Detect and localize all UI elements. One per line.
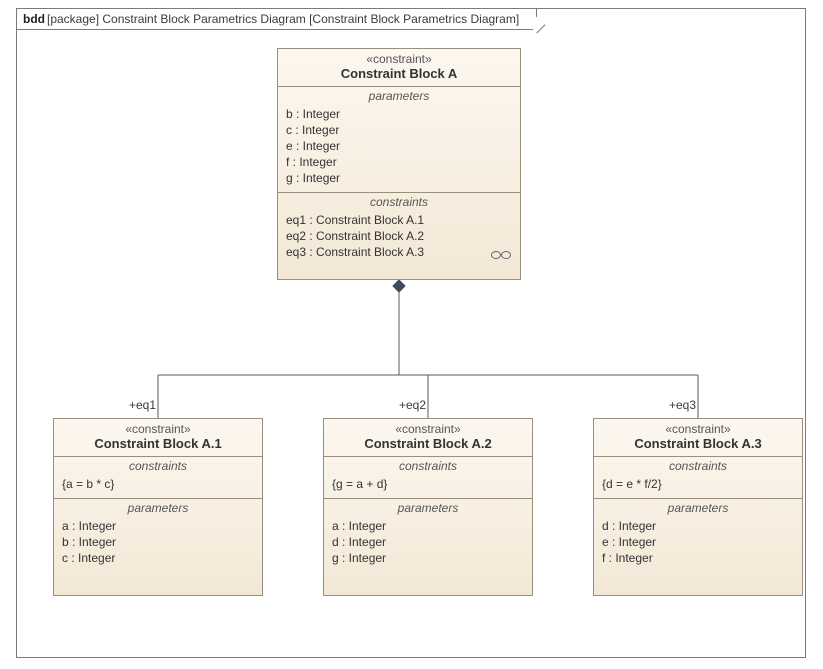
section-rows: d : Integere : Integerf : Integer (594, 518, 802, 568)
association-role: +eq1 (108, 398, 156, 412)
section-row: g : Integer (332, 550, 524, 566)
section-row: eq2 : Constraint Block A.2 (286, 228, 512, 244)
constraint-block-a: «constraint»Constraint Block Aparameters… (277, 48, 521, 280)
section-row: {d = e * f/2} (602, 476, 794, 492)
section-row: g : Integer (286, 170, 512, 186)
block-section: parametersa : Integerb : Integerc : Inte… (54, 499, 262, 572)
constraint-block-a1: «constraint»Constraint Block A.1constrai… (53, 418, 263, 596)
block-header: «constraint»Constraint Block A.3 (594, 419, 802, 457)
section-row: eq3 : Constraint Block A.3 (286, 244, 512, 260)
section-rows: {d = e * f/2} (594, 476, 802, 494)
association-role: +eq3 (648, 398, 696, 412)
section-title: constraints (594, 457, 802, 476)
block-section: constraints{a = b * c} (54, 457, 262, 499)
section-row: c : Integer (62, 550, 254, 566)
block-section: parametersd : Integere : Integerf : Inte… (594, 499, 802, 572)
block-title: Constraint Block A.1 (60, 436, 256, 451)
section-rows: a : Integerb : Integerc : Integer (54, 518, 262, 568)
glasses-icon (490, 250, 512, 260)
section-rows: b : Integerc : Integere : Integerf : Int… (278, 106, 520, 188)
section-rows: {a = b * c} (54, 476, 262, 494)
section-title: constraints (324, 457, 532, 476)
diagram-frame-label: bdd [package] Constraint Block Parametri… (17, 9, 537, 30)
section-row: b : Integer (286, 106, 512, 122)
section-row: a : Integer (332, 518, 524, 534)
section-row: a : Integer (62, 518, 254, 534)
diagram-context: [package] Constraint Block Parametrics D… (47, 12, 519, 26)
section-row: eq1 : Constraint Block A.1 (286, 212, 512, 228)
section-row: b : Integer (62, 534, 254, 550)
block-section: parametersb : Integerc : Integere : Inte… (278, 87, 520, 193)
block-section: constraints{g = a + d} (324, 457, 532, 499)
section-title: parameters (278, 87, 520, 106)
section-row: f : Integer (286, 154, 512, 170)
section-title: constraints (278, 193, 520, 212)
section-rows: eq1 : Constraint Block A.1eq2 : Constrai… (278, 212, 520, 262)
block-title: Constraint Block A.3 (600, 436, 796, 451)
block-section: parametersa : Integerd : Integerg : Inte… (324, 499, 532, 572)
block-header: «constraint»Constraint Block A.2 (324, 419, 532, 457)
section-row: e : Integer (602, 534, 794, 550)
section-rows: a : Integerd : Integerg : Integer (324, 518, 532, 568)
stereotype: «constraint» (330, 422, 526, 436)
section-row: {g = a + d} (332, 476, 524, 492)
section-title: parameters (594, 499, 802, 518)
section-row: {a = b * c} (62, 476, 254, 492)
section-row: c : Integer (286, 122, 512, 138)
section-row: d : Integer (602, 518, 794, 534)
block-title: Constraint Block A (284, 66, 514, 81)
association-role: +eq2 (378, 398, 426, 412)
stereotype: «constraint» (60, 422, 256, 436)
stereotype: «constraint» (284, 52, 514, 66)
section-row: f : Integer (602, 550, 794, 566)
section-rows: {g = a + d} (324, 476, 532, 494)
section-title: constraints (54, 457, 262, 476)
section-title: parameters (54, 499, 262, 518)
section-row: e : Integer (286, 138, 512, 154)
section-title: parameters (324, 499, 532, 518)
stereotype: «constraint» (600, 422, 796, 436)
constraint-block-a2: «constraint»Constraint Block A.2constrai… (323, 418, 533, 596)
block-header: «constraint»Constraint Block A (278, 49, 520, 87)
block-section: constraintseq1 : Constraint Block A.1eq2… (278, 193, 520, 266)
block-header: «constraint»Constraint Block A.1 (54, 419, 262, 457)
block-title: Constraint Block A.2 (330, 436, 526, 451)
section-row: d : Integer (332, 534, 524, 550)
block-section: constraints{d = e * f/2} (594, 457, 802, 499)
constraint-block-a3: «constraint»Constraint Block A.3constrai… (593, 418, 803, 596)
diagram-kind: bdd (23, 12, 45, 26)
